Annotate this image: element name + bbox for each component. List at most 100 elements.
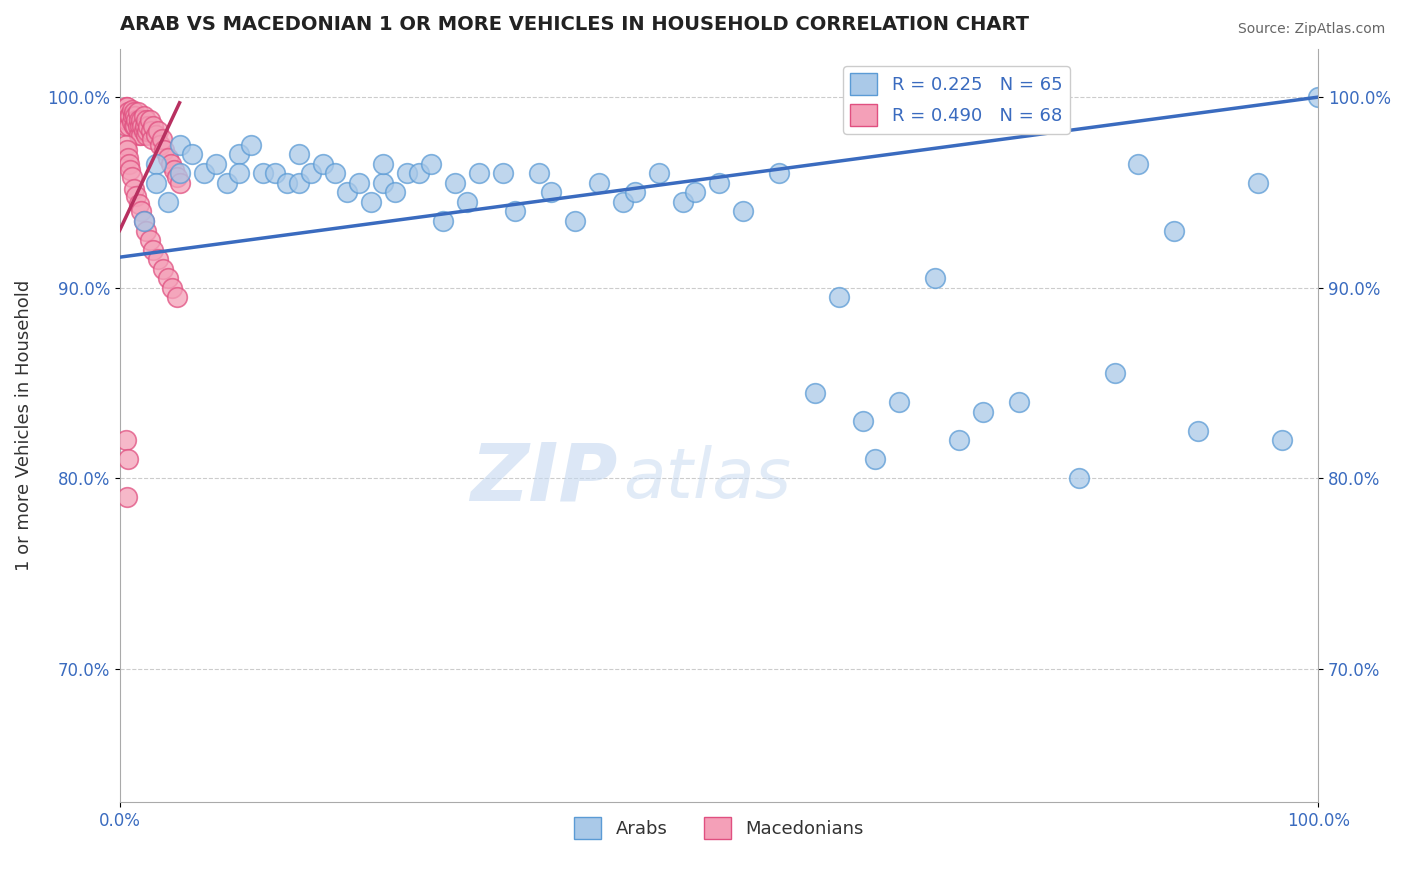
Point <box>145 128 167 143</box>
Point <box>169 137 191 152</box>
Point <box>564 214 586 228</box>
Point <box>114 109 136 123</box>
Point <box>349 176 371 190</box>
Point <box>432 214 454 228</box>
Point <box>360 194 382 209</box>
Point <box>252 166 274 180</box>
Point <box>114 433 136 447</box>
Point <box>124 109 146 123</box>
Text: ARAB VS MACEDONIAN 1 OR MORE VEHICLES IN HOUSEHOLD CORRELATION CHART: ARAB VS MACEDONIAN 1 OR MORE VEHICLES IN… <box>120 15 1029 34</box>
Point <box>852 414 875 428</box>
Point <box>240 137 263 152</box>
Point <box>468 166 491 180</box>
Point <box>162 281 184 295</box>
Point <box>118 119 141 133</box>
Point <box>150 132 173 146</box>
Point <box>396 166 419 180</box>
Point <box>135 112 157 127</box>
Point <box>129 112 152 127</box>
Point <box>1104 367 1126 381</box>
Point <box>648 166 671 180</box>
Point <box>132 124 155 138</box>
Point <box>129 204 152 219</box>
Point <box>731 204 754 219</box>
Point <box>138 233 160 247</box>
Point <box>152 261 174 276</box>
Point <box>325 166 347 180</box>
Point <box>135 223 157 237</box>
Point <box>288 147 311 161</box>
Text: ZIP: ZIP <box>470 440 617 517</box>
Point <box>264 166 287 180</box>
Point <box>115 100 138 114</box>
Point <box>128 112 150 127</box>
Point <box>127 105 149 120</box>
Point <box>132 214 155 228</box>
Point <box>139 124 162 138</box>
Point <box>193 166 215 180</box>
Point <box>120 162 142 177</box>
Point <box>180 147 202 161</box>
Text: atlas: atlas <box>623 445 792 512</box>
Point <box>129 128 152 143</box>
Point <box>444 176 467 190</box>
Point <box>122 181 145 195</box>
Point <box>128 128 150 143</box>
Point <box>166 290 188 304</box>
Point <box>420 157 443 171</box>
Point <box>125 189 148 203</box>
Point <box>683 186 706 200</box>
Point <box>118 157 141 171</box>
Point <box>1187 424 1209 438</box>
Point <box>503 204 526 219</box>
Point <box>122 119 145 133</box>
Point <box>540 186 562 200</box>
Point <box>160 157 183 171</box>
Point <box>299 166 322 180</box>
Point <box>117 105 139 120</box>
Point <box>804 385 827 400</box>
Point <box>115 112 138 127</box>
Point <box>228 147 250 161</box>
Point <box>1067 471 1090 485</box>
Point <box>217 176 239 190</box>
Point <box>228 166 250 180</box>
Point <box>136 124 159 138</box>
Point <box>373 157 395 171</box>
Point <box>204 157 226 171</box>
Point <box>588 176 610 190</box>
Point <box>288 176 311 190</box>
Point <box>276 176 298 190</box>
Point <box>948 433 970 447</box>
Point <box>135 128 157 143</box>
Point <box>166 170 188 185</box>
Point <box>887 395 910 409</box>
Point <box>138 112 160 127</box>
Point <box>336 186 359 200</box>
Point <box>125 112 148 127</box>
Point <box>312 157 335 171</box>
Point <box>131 119 153 133</box>
Point <box>127 119 149 133</box>
Point <box>141 132 163 146</box>
Point <box>1163 223 1185 237</box>
Point <box>1007 395 1029 409</box>
Point <box>169 166 191 180</box>
Point <box>624 186 647 200</box>
Point <box>1308 90 1330 104</box>
Point <box>114 100 136 114</box>
Point <box>145 176 167 190</box>
Point <box>169 176 191 190</box>
Point <box>492 166 515 180</box>
Point <box>612 194 634 209</box>
Point <box>121 103 143 118</box>
Point <box>145 157 167 171</box>
Point <box>114 119 136 133</box>
Point <box>114 137 136 152</box>
Point <box>924 271 946 285</box>
Point <box>373 176 395 190</box>
Point <box>128 196 150 211</box>
Point <box>132 109 155 123</box>
Point <box>707 176 730 190</box>
Point <box>156 194 179 209</box>
